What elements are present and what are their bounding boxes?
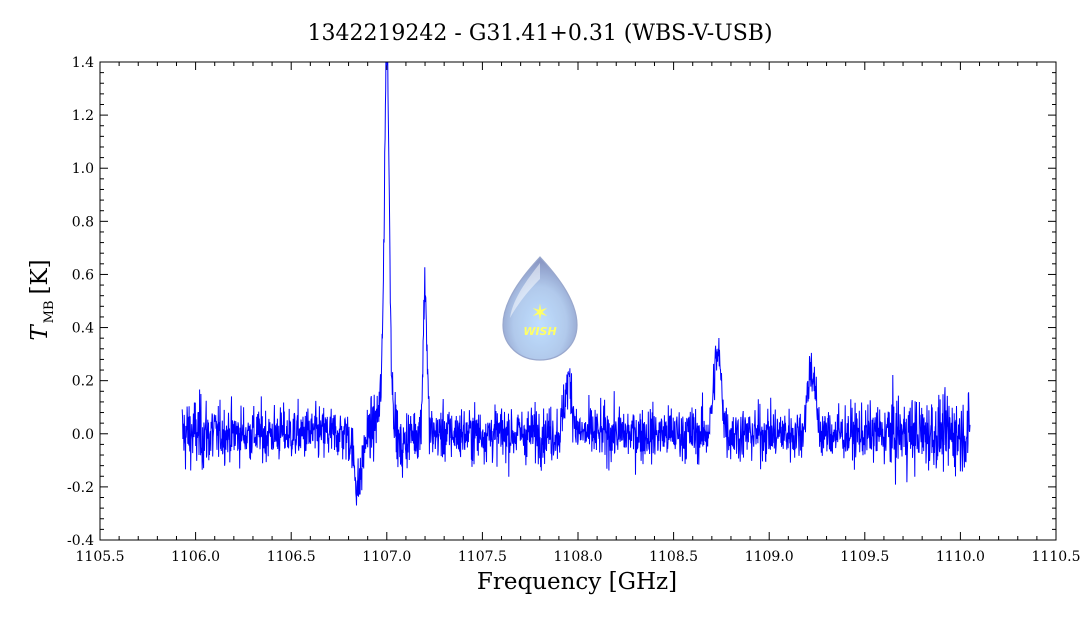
x-tick-label: 1110.5 — [1032, 549, 1080, 565]
wish-drop-icon — [502, 256, 578, 361]
x-tick-label: 1108.0 — [554, 549, 603, 565]
y-tick-label: 1.0 — [72, 161, 94, 177]
x-tick-label: 1107.0 — [362, 549, 411, 565]
x-tick-label: 1106.0 — [171, 549, 220, 565]
x-tick-label: 1110.0 — [936, 549, 985, 565]
x-tick-label: 1109.0 — [745, 549, 794, 565]
x-tick-label: 1108.5 — [649, 549, 698, 565]
star-icon: ✶ — [531, 301, 549, 326]
wish-logo: ✶ WISH — [502, 256, 578, 361]
y-tick-label: 1.2 — [72, 108, 94, 124]
spectrum-line — [181, 62, 971, 506]
y-tick-label: 0.2 — [72, 374, 94, 390]
y-axis-label: TMB [K] — [27, 259, 57, 340]
wish-drop-highlight — [510, 263, 540, 318]
chart-title: 1342219242 - G31.41+0.31 (WBS-V-USB) — [307, 21, 772, 46]
x-axis: 1105.5 1106.0 1106.5 1107.0 1107.5 1108.0 1108… — [76, 62, 1080, 565]
y-tick-label: 0.4 — [72, 321, 94, 337]
y-axis-label-symbol: T — [27, 324, 53, 341]
plot-frame — [99, 61, 1057, 541]
y-tick-label: 0.8 — [72, 214, 94, 230]
y-axis: -0.4 -0.2 0.0 0.2 0.4 0.6 0.8 1.0 1.2 1.4 — [67, 55, 1056, 549]
x-tick-label: 1106.5 — [267, 549, 316, 565]
wish-logo-text: WISH — [523, 325, 556, 338]
y-tick-label: -0.2 — [67, 480, 94, 496]
y-tick-label: -0.4 — [67, 533, 94, 549]
x-axis-label: Frequency [GHz] — [477, 569, 677, 595]
y-axis-label-subscript: MB — [42, 300, 57, 323]
x-tick-label: 1105.5 — [76, 549, 125, 565]
y-tick-label: 0.0 — [72, 427, 94, 443]
x-tick-label: 1109.5 — [840, 549, 889, 565]
y-tick-label: 0.6 — [72, 267, 94, 283]
y-axis-label-unit: [K] — [27, 259, 53, 294]
y-tick-label: 1.4 — [72, 55, 94, 71]
x-tick-label: 1107.5 — [458, 549, 507, 565]
